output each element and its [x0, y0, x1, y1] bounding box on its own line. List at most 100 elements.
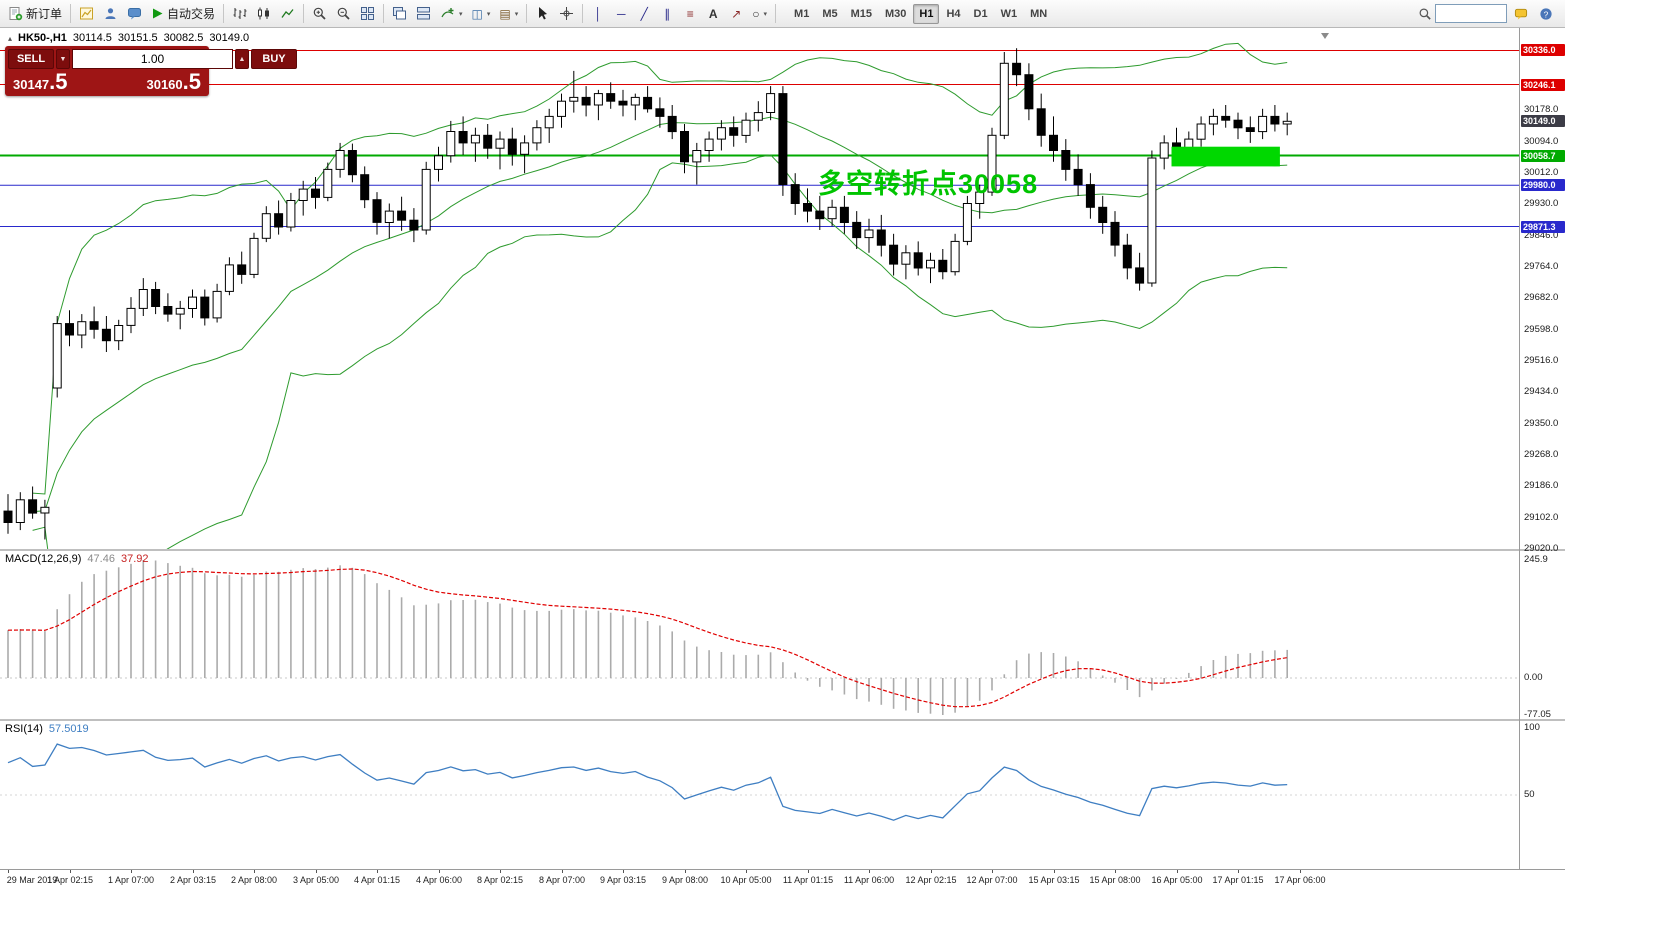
timeframe-M5[interactable]: M5 [816, 4, 843, 24]
help-button[interactable]: ? [1535, 3, 1557, 25]
time-axis[interactable]: 29 Mar 2019 1 Apr 02:15 1 Apr 07:00 2 Apr 0… [0, 869, 1565, 890]
price-axis-label: 29186.0 [1524, 480, 1559, 491]
volume-increase-button[interactable]: ▲ [235, 49, 249, 69]
time-axis-label: 8 Apr 02:15 [476, 875, 524, 885]
channel-button[interactable]: ∥ [656, 3, 678, 25]
time-axis-label: 17 Apr 01:15 [1212, 875, 1264, 885]
zoom-out-button[interactable] [332, 3, 355, 25]
community-button[interactable] [123, 3, 146, 25]
arrange-windows-button[interactable] [412, 3, 435, 25]
text-button[interactable]: A [702, 3, 724, 25]
price-axis-label: 29516.0 [1524, 355, 1559, 366]
search-input[interactable] [1435, 4, 1507, 23]
line-chart-button[interactable] [276, 3, 299, 25]
chart-ohlc-header: ▴ HK50-,H1 30114.5 30151.5 30082.5 30149… [8, 32, 249, 44]
price-tag-30336.0[interactable]: 30336.0 [1521, 44, 1565, 56]
pane-splitter[interactable] [0, 549, 1565, 551]
fibonacci-button[interactable]: ≡ [679, 3, 701, 25]
timeframe-H1[interactable]: H1 [913, 3, 940, 24]
new-order-label: 新订单 [26, 7, 63, 21]
main-chart[interactable] [0, 30, 1519, 549]
shapes-button[interactable]: ○ ▾ [748, 3, 771, 25]
vertical-line-button[interactable]: │ [587, 3, 609, 25]
bar-chart-button[interactable] [228, 3, 251, 25]
timeframe-M1[interactable]: M1 [788, 4, 815, 24]
price-axis-label: 29434.0 [1524, 386, 1559, 397]
price-axis[interactable]: 30178.0 30094.0 30012.0 29930.0 29846.0 29764… [1520, 0, 1565, 943]
tile-windows-button[interactable] [356, 3, 379, 25]
time-tick [562, 870, 563, 873]
rsi-name: RSI(14) [5, 723, 43, 735]
chart-annotation[interactable]: 多空转折点30058 [818, 169, 1039, 199]
timeframe-MN[interactable]: MN [1024, 4, 1053, 24]
candlestick-chart-button[interactable] [252, 3, 275, 25]
timeframe-M30[interactable]: M30 [879, 4, 912, 24]
auto-trading-button[interactable]: 自动交易 [147, 3, 219, 25]
crosshair-icon [559, 6, 574, 21]
timeframe-D1[interactable]: D1 [968, 4, 994, 24]
buy-price[interactable]: 30160 .5 [146, 69, 201, 94]
chart-shift-marker[interactable] [1321, 33, 1329, 39]
macd-pane[interactable] [0, 551, 1519, 719]
timeframe-W1[interactable]: W1 [995, 4, 1024, 24]
volume-input[interactable] [72, 49, 233, 69]
price-tag-30246.1[interactable]: 30246.1 [1521, 79, 1565, 91]
pane-splitter[interactable] [0, 719, 1565, 721]
time-axis-label: 9 Apr 08:00 [661, 875, 709, 885]
time-axis-label: 12 Apr 07:00 [966, 875, 1018, 885]
time-axis-label: 9 Apr 03:15 [599, 875, 647, 885]
rsi-pane[interactable] [0, 721, 1519, 869]
profile-button[interactable] [99, 3, 122, 25]
bollinger-upper[interactable] [32, 42, 1288, 495]
indicators-button[interactable]: ▾ [436, 3, 467, 25]
cascade-windows-icon [392, 6, 407, 21]
horizontal-line-button[interactable]: ─ [610, 3, 632, 25]
timeframe-M15[interactable]: M15 [845, 4, 878, 24]
crosshair-button[interactable] [555, 3, 578, 25]
price-tag-30058.7[interactable]: 30058.7 [1521, 150, 1565, 162]
price-axis-label: 29930.0 [1524, 198, 1559, 209]
macd-signal-line [7, 568, 1288, 708]
volume-decrease-button[interactable]: ▼ [56, 49, 70, 69]
cursor-button[interactable] [531, 3, 554, 25]
chat-button[interactable] [1510, 3, 1532, 25]
new-order-button[interactable]: 新订单 [4, 3, 66, 25]
charts-grid-button[interactable] [75, 3, 98, 25]
price-tag-29871.3[interactable]: 29871.3 [1521, 221, 1565, 233]
dropdown-caret-icon: ▾ [763, 10, 768, 18]
objects-icon: ◫ [471, 6, 483, 21]
macd-value: 47.46 [87, 553, 115, 565]
time-axis-label: 12 Apr 02:15 [905, 875, 957, 885]
price-tag-29980.0[interactable]: 29980.0 [1521, 179, 1565, 191]
cascade-windows-button[interactable] [388, 3, 411, 25]
trendline-button[interactable]: ╱ [633, 3, 655, 25]
tile-windows-icon [360, 6, 375, 21]
one-click-trading-panel: SELL ▼ ▲ BUY 30147 .5 30160 .5 [5, 46, 297, 96]
trendline-icon: ╱ [640, 6, 648, 21]
toolbar-separator [775, 4, 777, 23]
time-tick [254, 870, 255, 873]
timeframe-H4[interactable]: H4 [940, 4, 966, 24]
new-order-icon [8, 6, 23, 21]
price-axis-label: 29102.0 [1524, 512, 1559, 523]
price-axis-label: 29268.0 [1524, 449, 1559, 460]
sell-button[interactable]: SELL [8, 49, 54, 69]
sell-price[interactable]: 30147 .5 [13, 69, 68, 94]
time-tick [193, 870, 194, 873]
rsi-axis-label: 50 [1524, 789, 1535, 800]
templates-button[interactable]: ▤ ▾ [495, 3, 522, 25]
time-axis-label: 16 Apr 05:00 [1151, 875, 1203, 885]
time-axis-label: 1 Apr 07:00 [107, 875, 155, 885]
zoom-in-button[interactable] [308, 3, 331, 25]
price-axis-label: 29598.0 [1524, 324, 1559, 335]
price-axis-label: 29764.0 [1524, 261, 1559, 272]
time-axis-label: 2 Apr 03:15 [169, 875, 217, 885]
highlight-box[interactable] [1171, 146, 1280, 167]
bollinger-lower[interactable] [32, 154, 1288, 549]
toolbar-separator [303, 4, 305, 23]
objects-button[interactable]: ◫ ▾ [468, 3, 495, 25]
buy-button[interactable]: BUY [251, 49, 297, 69]
time-axis-label: 1 Apr 02:15 [46, 875, 94, 885]
arrows-button[interactable]: ↗ [725, 3, 747, 25]
candlestick-chart-icon [256, 6, 271, 21]
